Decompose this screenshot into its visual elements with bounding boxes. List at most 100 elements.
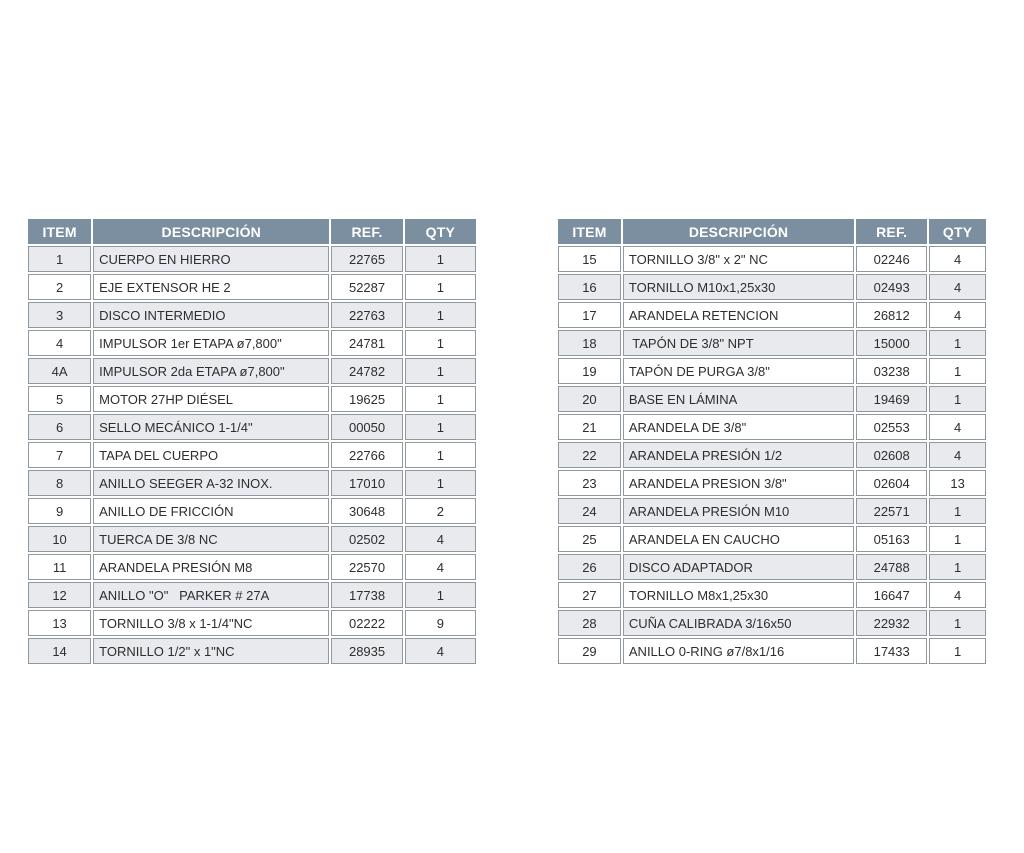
ref-cell: 24781 [331, 330, 403, 356]
qty-cell: 1 [929, 610, 986, 636]
table-row: 21 ARANDELA DE 3/8" 02553 4 [558, 414, 986, 440]
qty-cell: 4 [404, 554, 476, 580]
qty-cell: 1 [929, 386, 986, 412]
qty-cell: 1 [404, 386, 476, 412]
description-cell: TORNILLO 1/2" x 1"NC [93, 638, 330, 664]
item-cell: 14 [28, 638, 92, 664]
description-cell: ANILLO 0-RING ø7/8x1/16 [622, 638, 855, 664]
table-row: 19 TAPÓN DE PURGA 3/8" 03238 1 [558, 358, 986, 384]
ref-cell: 22932 [856, 610, 928, 636]
qty-cell: 1 [404, 330, 476, 356]
table-row: 1 CUERPO EN HIERRO 22765 1 [28, 246, 476, 272]
table-row: 6 SELLO MECÁNICO 1-1/4" 00050 1 [28, 414, 476, 440]
ref-cell: 22765 [331, 246, 403, 272]
item-cell: 10 [28, 526, 92, 552]
column-header-qty: QTY [404, 219, 476, 244]
qty-cell: 4 [929, 274, 986, 300]
ref-cell: 02222 [331, 610, 403, 636]
qty-cell: 1 [404, 358, 476, 384]
description-cell: ARANDELA PRESION 3/8" [622, 470, 855, 496]
column-header-ref: REF. [331, 219, 403, 244]
qty-cell: 1 [929, 330, 986, 356]
ref-cell: 03238 [856, 358, 928, 384]
ref-cell: 19625 [331, 386, 403, 412]
item-cell: 3 [28, 302, 92, 328]
description-cell: ANILLO SEEGER A-32 INOX. [93, 470, 330, 496]
column-header-description: DESCRIPCIÓN [622, 219, 855, 244]
item-cell: 19 [558, 358, 621, 384]
table-row: 16 TORNILLO M10x1,25x30 02493 4 [558, 274, 986, 300]
description-cell: EJE EXTENSOR HE 2 [93, 274, 330, 300]
table-header-row: ITEM DESCRIPCIÓN REF. QTY [28, 219, 476, 244]
qty-cell: 1 [929, 554, 986, 580]
item-cell: 28 [558, 610, 621, 636]
description-cell: TAPA DEL CUERPO [93, 442, 330, 468]
description-cell: TORNILLO M10x1,25x30 [622, 274, 855, 300]
ref-cell: 02553 [856, 414, 928, 440]
table-row: 18 TAPÓN DE 3/8" NPT 15000 1 [558, 330, 986, 356]
item-cell: 27 [558, 582, 621, 608]
table-row: 26 DISCO ADAPTADOR 24788 1 [558, 554, 986, 580]
table-row: 11 ARANDELA PRESIÓN M8 22570 4 [28, 554, 476, 580]
item-cell: 4A [28, 358, 92, 384]
item-cell: 21 [558, 414, 621, 440]
ref-cell: 22570 [331, 554, 403, 580]
item-cell: 9 [28, 498, 92, 524]
ref-cell: 24782 [331, 358, 403, 384]
table-row: 15 TORNILLO 3/8" x 2" NC 02246 4 [558, 246, 986, 272]
qty-cell: 4 [929, 414, 986, 440]
table-row: 9 ANILLO DE FRICCIÓN 30648 2 [28, 498, 476, 524]
description-cell: SELLO MECÁNICO 1-1/4" [93, 414, 330, 440]
table-row: 20 BASE EN LÁMINA 19469 1 [558, 386, 986, 412]
table-row: 12 ANILLO "O" PARKER # 27A 17738 1 [28, 582, 476, 608]
ref-cell: 24788 [856, 554, 928, 580]
item-cell: 2 [28, 274, 92, 300]
ref-cell: 26812 [856, 302, 928, 328]
table-row: 14 TORNILLO 1/2" x 1"NC 28935 4 [28, 638, 476, 664]
table-row: 29 ANILLO 0-RING ø7/8x1/16 17433 1 [558, 638, 986, 664]
item-cell: 20 [558, 386, 621, 412]
column-header-qty: QTY [929, 219, 986, 244]
item-cell: 5 [28, 386, 92, 412]
description-cell: ARANDELA PRESIÓN M8 [93, 554, 330, 580]
table-row: 24 ARANDELA PRESIÓN M10 22571 1 [558, 498, 986, 524]
description-cell: DISCO INTERMEDIO [93, 302, 330, 328]
table-row: 8 ANILLO SEEGER A-32 INOX. 17010 1 [28, 470, 476, 496]
table-row: 4A IMPULSOR 2da ETAPA ø7,800" 24782 1 [28, 358, 476, 384]
ref-cell: 02604 [856, 470, 928, 496]
qty-cell: 4 [929, 302, 986, 328]
item-cell: 26 [558, 554, 621, 580]
qty-cell: 1 [929, 498, 986, 524]
table-row: 22 ARANDELA PRESIÓN 1/2 02608 4 [558, 442, 986, 468]
description-cell: TUERCA DE 3/8 NC [93, 526, 330, 552]
description-cell: ARANDELA PRESIÓN M10 [622, 498, 855, 524]
qty-cell: 1 [404, 582, 476, 608]
ref-cell: 00050 [331, 414, 403, 440]
qty-cell: 4 [929, 582, 986, 608]
qty-cell: 4 [929, 442, 986, 468]
item-cell: 25 [558, 526, 621, 552]
description-cell: ANILLO DE FRICCIÓN [93, 498, 330, 524]
description-cell: IMPULSOR 1er ETAPA ø7,800" [93, 330, 330, 356]
table-row: 28 CUÑA CALIBRADA 3/16x50 22932 1 [558, 610, 986, 636]
item-cell: 29 [558, 638, 621, 664]
description-cell: ANILLO "O" PARKER # 27A [93, 582, 330, 608]
ref-cell: 17738 [331, 582, 403, 608]
ref-cell: 30648 [331, 498, 403, 524]
qty-cell: 1 [404, 302, 476, 328]
description-cell: ARANDELA RETENCION [622, 302, 855, 328]
description-cell: CUÑA CALIBRADA 3/16x50 [622, 610, 855, 636]
qty-cell: 1 [404, 274, 476, 300]
description-cell: TAPÓN DE PURGA 3/8" [622, 358, 855, 384]
description-cell: IMPULSOR 2da ETAPA ø7,800" [93, 358, 330, 384]
ref-cell: 22766 [331, 442, 403, 468]
qty-cell: 1 [404, 442, 476, 468]
ref-cell: 02608 [856, 442, 928, 468]
column-header-item: ITEM [28, 219, 92, 244]
description-cell: ARANDELA DE 3/8" [622, 414, 855, 440]
item-cell: 11 [28, 554, 92, 580]
table-row: 3 DISCO INTERMEDIO 22763 1 [28, 302, 476, 328]
item-cell: 1 [28, 246, 92, 272]
ref-cell: 02493 [856, 274, 928, 300]
